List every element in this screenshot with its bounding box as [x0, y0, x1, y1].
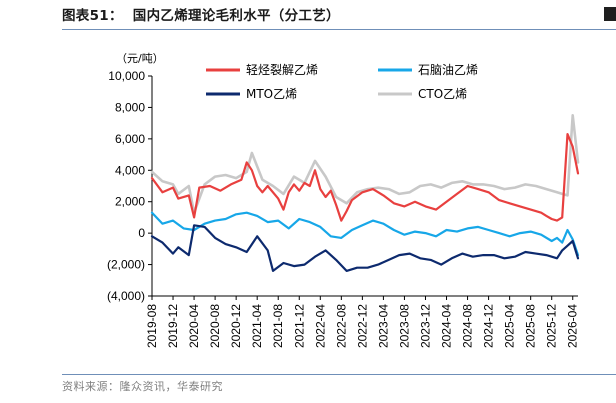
x-tick-label: 2021-12 [292, 304, 306, 348]
y-tick-label: (2,000) [107, 258, 145, 272]
source-divider [62, 374, 616, 375]
source-note: 资料来源：隆众资讯，华泰研究 [62, 380, 223, 393]
x-tick-label: 2021-08 [271, 304, 285, 348]
x-tick-label: 2026-04 [566, 304, 580, 348]
x-tick-label: 2024-04 [440, 304, 454, 348]
series-line-3 [150, 224, 580, 272]
x-tick-label: 2020-08 [208, 304, 222, 348]
y-tick-label: (4,000) [107, 289, 145, 303]
y-tick-label: 4,000 [115, 163, 145, 177]
x-tick-label: 2019-12 [166, 304, 180, 348]
legend-label-2: 石脑油乙烯 [418, 63, 478, 77]
x-tick-label: 2023-04 [376, 304, 390, 348]
x-tick-label: 2025-12 [545, 304, 559, 348]
legend-label-3: MTO乙烯 [246, 87, 297, 101]
x-tick-label: 2022-04 [313, 304, 327, 348]
x-tick-label: 2019-08 [145, 304, 159, 348]
y-axis-unit-label: （元/吨） [116, 52, 164, 65]
series-line-4 [150, 114, 580, 214]
x-tick-label: 2021-04 [250, 304, 264, 348]
x-tick-label: 2025-04 [503, 304, 517, 348]
figure-number: 图表51： [62, 8, 123, 24]
y-tick-label: 6,000 [115, 132, 145, 146]
x-tick-label: 2023-08 [397, 304, 411, 348]
legend-label-1: 轻烃裂解乙烯 [246, 63, 318, 77]
adjacent-panel-edge [604, 7, 616, 21]
x-tick-label: 2022-08 [334, 304, 348, 348]
y-tick-label: 0 [138, 226, 145, 240]
x-tick-label: 2022-12 [355, 304, 369, 348]
y-tick-label: 2,000 [115, 195, 145, 209]
x-tick-label: 2020-12 [229, 304, 243, 348]
x-tick-label: 2024-12 [482, 304, 496, 348]
y-tick-label: 8,000 [115, 100, 145, 114]
x-tick-label: 2020-04 [187, 304, 201, 348]
x-tick-label: 2023-12 [418, 304, 432, 348]
title-divider [62, 29, 616, 30]
figure-title-text: 国内乙烯理论毛利水平（分工艺） [132, 8, 340, 24]
legend-label-4: CTO乙烯 [418, 87, 467, 101]
figure-title: 图表51： 国内乙烯理论毛利水平（分工艺） [62, 4, 340, 24]
series-line-1 [150, 133, 580, 222]
x-tick-label: 2025-08 [524, 304, 538, 348]
x-tick-label: 2024-08 [461, 304, 475, 348]
series-line-2 [150, 211, 580, 257]
y-tick-label: 10,000 [108, 69, 145, 83]
